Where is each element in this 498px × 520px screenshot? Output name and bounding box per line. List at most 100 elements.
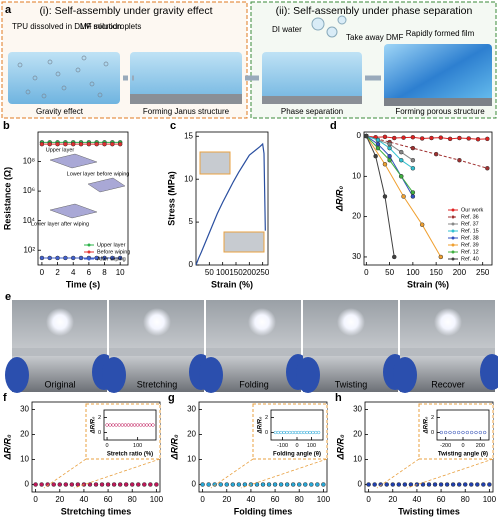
inset-leader [43,458,161,489]
point [132,423,137,427]
legend-label: Ref. 36 [461,214,479,220]
label: TPU dissolved in DMF solution [12,22,121,31]
x-axis-label: Twisting times [398,506,460,516]
y-tick-label: 0 [98,430,101,436]
legend-label: Ref. 37 [461,221,479,227]
point [401,135,406,140]
annotation: Lower layer before wiping [67,171,130,177]
panel-title: (i): Self-assembly under gravity effect [39,5,212,17]
x-axis-label: Folding angle (θ) [273,452,321,458]
y-tick-label: 15 [184,131,193,140]
frame-label: Recover [431,379,465,389]
point [135,423,140,427]
panel-a: a (i): Self-assembly under gravity effec… [1,1,497,119]
x-tick-label: 80 [295,495,304,504]
x-tick-label: 0 [295,443,298,449]
label: Take away DMF [346,33,403,42]
point [384,482,389,487]
panel-letter: h [335,392,342,404]
legend-marker [451,243,455,247]
x-tick-label: -100 [277,443,288,449]
plot-frame [195,131,269,266]
point [123,423,128,427]
point [432,482,438,487]
x-axis-label: Strain (%) [211,279,253,289]
label: Phase separation [281,107,343,116]
x-tick-label: 0 [366,495,371,504]
point [290,482,296,487]
x-tick-label: 60 [437,495,446,504]
y-tick-label: 0 [189,260,194,269]
point [224,482,230,487]
y-tick-label: 10² [23,245,35,254]
legend-label: Ref. 40 [461,256,479,262]
y-tick-label: 30 [352,252,361,261]
x-axis-label: Time (s) [66,279,100,289]
x-tick-label: 100 [307,443,316,449]
point [419,222,425,227]
point [272,482,278,487]
point [426,482,432,487]
point [278,482,284,487]
point [475,137,481,142]
panel-letter: d [330,120,337,132]
sample-sketch [49,153,98,169]
janus-block [130,52,242,104]
point [142,423,146,427]
point [474,430,478,435]
y-tick-label: 10⁸ [23,157,35,166]
frame-label: Twisting [335,379,368,389]
y-tick-label: 10⁴ [23,216,36,225]
y-axis-label: ΔR/R₀ [424,416,430,434]
point [439,430,443,435]
frame-label: Original [44,379,75,389]
y-tick-label: 2 [265,415,268,421]
point [284,482,290,487]
y-tick-label: 10⁶ [23,186,35,195]
point [78,255,84,261]
x-axis-label: Twisting angle (θ) [438,452,488,458]
point [410,166,416,171]
x-tick-label: 250 [256,268,270,277]
label: LM microdroplets [80,22,141,31]
legend-label: Ref. 12 [461,249,479,255]
solution-block [8,52,120,104]
y-tick-label: 20 [187,430,196,439]
point [303,482,308,487]
point [111,423,115,427]
plot-frame [103,409,157,441]
y-tick-label: 20 [352,212,361,221]
glove [393,357,417,393]
x-axis-label: Stretch ratio (%) [107,452,153,458]
point [321,482,326,487]
point [102,255,107,261]
panel-letter: a [5,4,12,16]
legend-marker [451,236,455,240]
point [148,423,152,427]
glove [480,354,498,390]
point [457,157,462,163]
point [392,254,397,260]
point [47,255,52,261]
point [396,482,402,487]
point [450,482,456,487]
point [398,174,404,179]
label: Forming porous structure [395,107,485,116]
point [145,423,149,427]
point [470,430,474,435]
point [110,141,115,147]
panel-letter: f [3,392,7,404]
porous-block [384,44,492,106]
point [69,482,75,487]
point [452,430,456,435]
point [126,423,131,427]
point [444,482,450,487]
y-tick-label: 30 [20,405,29,414]
legend-label: Our work [461,207,484,213]
point [55,141,60,147]
panel-letter: b [3,120,10,132]
point [487,482,492,487]
sample-sketch [87,177,126,193]
x-tick-label: 60 [104,495,113,504]
x-tick-label: 100 [133,443,142,449]
